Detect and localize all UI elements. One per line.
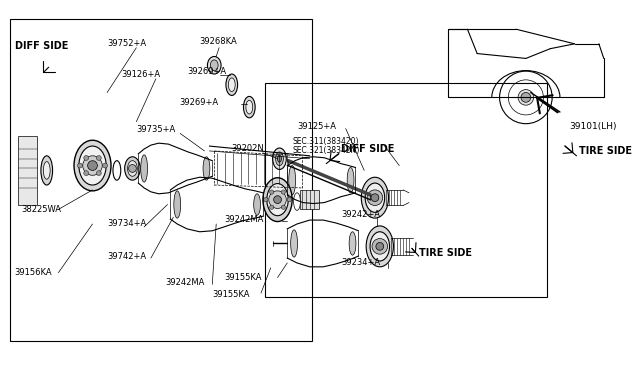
Ellipse shape bbox=[203, 157, 210, 180]
Ellipse shape bbox=[365, 183, 385, 212]
Text: 39742+A: 39742+A bbox=[107, 251, 147, 261]
Ellipse shape bbox=[289, 166, 296, 195]
Ellipse shape bbox=[41, 156, 52, 185]
Circle shape bbox=[269, 191, 286, 208]
Ellipse shape bbox=[276, 152, 284, 166]
Ellipse shape bbox=[44, 162, 50, 179]
Ellipse shape bbox=[347, 167, 354, 193]
Text: SEC.321(38342N): SEC.321(38342N) bbox=[292, 147, 360, 155]
Ellipse shape bbox=[79, 146, 106, 185]
Text: TIRE SIDE: TIRE SIDE bbox=[579, 146, 632, 156]
Ellipse shape bbox=[211, 60, 218, 71]
Ellipse shape bbox=[267, 183, 288, 216]
Text: 39101(LH): 39101(LH) bbox=[570, 122, 617, 131]
Bar bbox=[265, 83, 547, 297]
Text: 38225WA: 38225WA bbox=[21, 205, 61, 214]
Text: 39202N: 39202N bbox=[232, 144, 264, 154]
Circle shape bbox=[84, 155, 88, 160]
Circle shape bbox=[84, 171, 88, 176]
Ellipse shape bbox=[246, 100, 253, 114]
Circle shape bbox=[371, 194, 379, 202]
Circle shape bbox=[274, 196, 282, 203]
Ellipse shape bbox=[141, 155, 148, 182]
Ellipse shape bbox=[370, 232, 390, 261]
Circle shape bbox=[281, 205, 285, 209]
Text: 39242MA: 39242MA bbox=[166, 278, 205, 287]
Circle shape bbox=[129, 164, 136, 172]
Text: 39156KA: 39156KA bbox=[15, 268, 52, 277]
Circle shape bbox=[518, 90, 534, 105]
Text: 39752+A: 39752+A bbox=[107, 39, 147, 48]
Circle shape bbox=[521, 93, 531, 102]
Bar bbox=[300, 190, 319, 209]
Ellipse shape bbox=[263, 178, 292, 222]
Text: DIFF SIDE: DIFF SIDE bbox=[15, 41, 68, 51]
Circle shape bbox=[83, 156, 102, 175]
Text: 39234+A: 39234+A bbox=[341, 259, 380, 267]
Circle shape bbox=[367, 190, 383, 205]
Ellipse shape bbox=[253, 194, 260, 215]
Ellipse shape bbox=[349, 232, 356, 255]
Ellipse shape bbox=[243, 96, 255, 118]
Text: 39155KA: 39155KA bbox=[224, 273, 262, 282]
Text: TIRE SIDE: TIRE SIDE bbox=[419, 248, 472, 258]
Text: DIFF SIDE: DIFF SIDE bbox=[341, 144, 394, 154]
Circle shape bbox=[376, 243, 384, 250]
Circle shape bbox=[269, 205, 274, 209]
Circle shape bbox=[287, 198, 291, 202]
Ellipse shape bbox=[278, 155, 282, 162]
Ellipse shape bbox=[174, 191, 180, 218]
Bar bbox=[17, 136, 37, 205]
Ellipse shape bbox=[125, 157, 140, 180]
Ellipse shape bbox=[366, 226, 394, 267]
Text: 39155KA: 39155KA bbox=[212, 289, 250, 299]
Text: 39125+A: 39125+A bbox=[297, 122, 336, 131]
Text: 39242MA: 39242MA bbox=[224, 215, 263, 224]
Ellipse shape bbox=[74, 140, 111, 191]
Circle shape bbox=[88, 161, 97, 170]
Text: 39268KA: 39268KA bbox=[200, 37, 237, 46]
Circle shape bbox=[281, 190, 285, 194]
Ellipse shape bbox=[228, 78, 235, 92]
Circle shape bbox=[264, 198, 268, 202]
Text: 39242+A: 39242+A bbox=[341, 210, 380, 219]
Circle shape bbox=[103, 163, 108, 168]
Ellipse shape bbox=[127, 161, 138, 176]
Bar bbox=[10, 19, 312, 341]
Circle shape bbox=[97, 171, 101, 176]
Text: 39735+A: 39735+A bbox=[136, 125, 175, 134]
Circle shape bbox=[372, 238, 388, 254]
Ellipse shape bbox=[226, 74, 237, 96]
Text: 39269+A: 39269+A bbox=[187, 67, 226, 76]
Circle shape bbox=[77, 163, 83, 168]
Ellipse shape bbox=[207, 57, 221, 74]
Text: 39734+A: 39734+A bbox=[107, 219, 147, 228]
Circle shape bbox=[97, 155, 101, 160]
Ellipse shape bbox=[291, 230, 298, 257]
Ellipse shape bbox=[362, 177, 388, 218]
Text: 39126+A: 39126+A bbox=[122, 70, 161, 80]
Ellipse shape bbox=[273, 148, 286, 169]
Text: 39269+A: 39269+A bbox=[179, 98, 218, 107]
Text: SEC.311(383420): SEC.311(383420) bbox=[292, 137, 358, 146]
Circle shape bbox=[269, 190, 274, 194]
